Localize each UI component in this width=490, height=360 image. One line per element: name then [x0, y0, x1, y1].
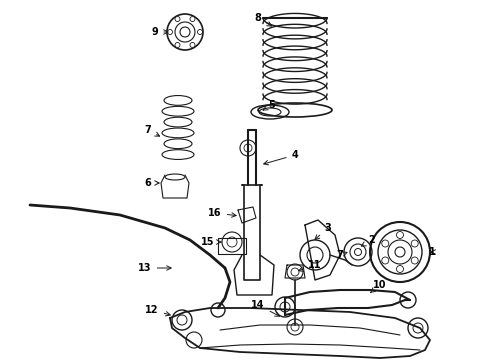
Text: 14: 14: [251, 300, 280, 316]
Text: 7: 7: [145, 125, 160, 136]
Circle shape: [197, 30, 202, 35]
Text: 2: 2: [361, 235, 375, 246]
Circle shape: [190, 42, 195, 48]
Text: 1: 1: [429, 247, 436, 257]
Text: 13: 13: [138, 263, 171, 273]
Text: 12: 12: [145, 305, 170, 316]
Circle shape: [168, 30, 172, 35]
Text: 8: 8: [255, 13, 271, 26]
Circle shape: [175, 42, 180, 48]
Text: 5: 5: [263, 100, 275, 110]
Text: 15: 15: [201, 237, 221, 247]
Text: 6: 6: [145, 178, 159, 188]
Text: 7: 7: [337, 250, 347, 260]
Text: 3: 3: [315, 223, 331, 239]
Text: 16: 16: [208, 208, 236, 218]
Text: 10: 10: [370, 280, 387, 293]
Text: 4: 4: [264, 150, 298, 165]
Circle shape: [175, 17, 180, 22]
Text: 9: 9: [151, 27, 168, 37]
Circle shape: [190, 17, 195, 22]
Text: 11: 11: [298, 260, 322, 271]
